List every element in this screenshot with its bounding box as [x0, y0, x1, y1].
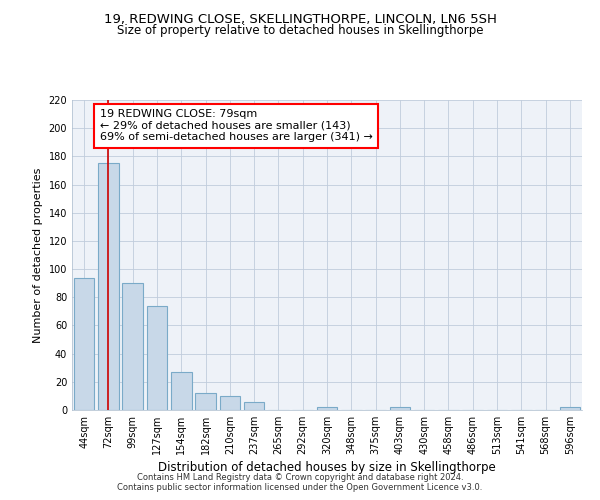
Text: 19, REDWING CLOSE, SKELLINGTHORPE, LINCOLN, LN6 5SH: 19, REDWING CLOSE, SKELLINGTHORPE, LINCO…	[104, 12, 496, 26]
Text: 19 REDWING CLOSE: 79sqm
← 29% of detached houses are smaller (143)
69% of semi-d: 19 REDWING CLOSE: 79sqm ← 29% of detache…	[100, 110, 373, 142]
Bar	[389, 407, 410, 410]
Bar	[195, 393, 216, 410]
Bar	[74, 278, 94, 410]
Y-axis label: Number of detached properties: Number of detached properties	[33, 168, 43, 342]
Bar	[98, 164, 119, 410]
Bar	[122, 283, 143, 410]
Bar	[220, 396, 240, 410]
Bar	[146, 306, 167, 410]
Text: Size of property relative to detached houses in Skellingthorpe: Size of property relative to detached ho…	[117, 24, 483, 37]
Bar	[244, 402, 265, 410]
Bar	[171, 372, 191, 410]
Bar	[560, 407, 580, 410]
Text: Contains HM Land Registry data © Crown copyright and database right 2024.: Contains HM Land Registry data © Crown c…	[137, 473, 463, 482]
Bar	[317, 407, 337, 410]
X-axis label: Distribution of detached houses by size in Skellingthorpe: Distribution of detached houses by size …	[158, 461, 496, 474]
Text: Contains public sector information licensed under the Open Government Licence v3: Contains public sector information licen…	[118, 483, 482, 492]
